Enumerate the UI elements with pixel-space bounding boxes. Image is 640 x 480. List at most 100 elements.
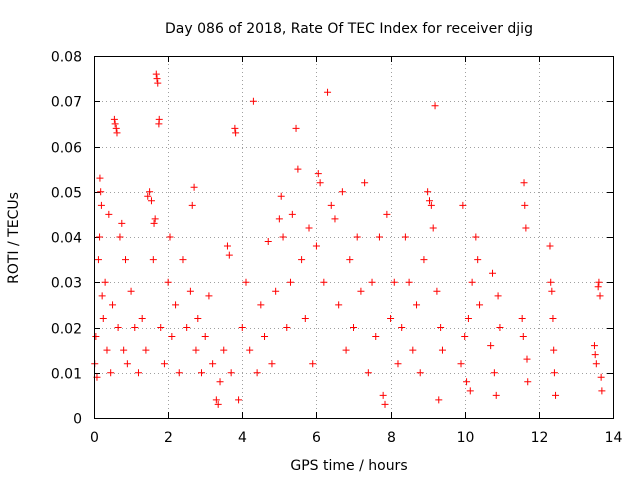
data-point (433, 287, 441, 295)
data-point (279, 233, 287, 241)
x-tick-labels: 0 2 4 6 8 10 12 14 (90, 430, 622, 446)
x-tick-label: 0 (90, 430, 99, 446)
data-point (134, 369, 142, 377)
data-point (547, 278, 555, 286)
data-point (246, 346, 254, 354)
data-point (390, 278, 398, 286)
data-point (324, 88, 332, 96)
data-point (379, 391, 387, 399)
data-point (350, 324, 357, 331)
x-tick-label: 6 (312, 430, 321, 446)
data-point (257, 301, 265, 309)
data-point (368, 278, 376, 286)
data-points (91, 70, 606, 408)
data-point (550, 346, 558, 354)
data-point (101, 278, 109, 286)
data-point (99, 314, 107, 322)
chart-title: Day 086 of 2018, Rate Of TEC Index for r… (165, 21, 533, 37)
data-point (490, 369, 498, 377)
data-point (97, 201, 105, 209)
data-point (198, 369, 206, 377)
data-point (595, 278, 603, 286)
x-tick-label: 2 (164, 430, 173, 446)
data-point (457, 360, 465, 368)
data-point (183, 324, 191, 331)
y-tick-label: 0.07 (51, 95, 82, 111)
data-point (394, 360, 402, 368)
data-point (550, 369, 558, 377)
data-point (283, 324, 291, 331)
data-point (155, 115, 163, 123)
data-point (398, 324, 406, 331)
data-point (151, 215, 159, 223)
y-tick-label: 0.01 (51, 367, 82, 383)
data-point (192, 346, 200, 354)
data-point (264, 238, 272, 246)
data-point (591, 351, 599, 359)
data-point (594, 283, 602, 291)
data-point (288, 210, 296, 218)
data-point (153, 75, 161, 83)
data-point (320, 278, 328, 286)
data-point (118, 219, 126, 227)
data-point (138, 314, 146, 322)
data-point (298, 256, 306, 264)
data-point (168, 333, 176, 341)
data-point (338, 188, 346, 196)
data-point (122, 256, 130, 264)
x-tick-label: 8 (387, 430, 396, 446)
data-point (409, 346, 417, 354)
data-point (590, 342, 598, 350)
data-point (552, 391, 560, 399)
data-point (216, 378, 224, 386)
data-point (548, 287, 556, 295)
data-point (157, 324, 165, 331)
data-point (105, 210, 113, 218)
data-point (96, 174, 104, 182)
data-point (592, 360, 600, 368)
data-point (524, 378, 532, 386)
y-tick-label: 0.06 (51, 141, 82, 157)
data-point (275, 215, 283, 223)
data-point (127, 287, 135, 295)
data-point (372, 333, 380, 341)
data-point (172, 301, 180, 309)
data-point (461, 333, 469, 341)
data-point (131, 324, 139, 331)
x-tick-label: 10 (457, 430, 475, 446)
data-point (346, 256, 354, 264)
data-point (286, 278, 294, 286)
data-point (194, 314, 202, 322)
data-point (521, 201, 529, 209)
data-point (383, 210, 391, 218)
data-point (463, 378, 471, 386)
data-point (496, 324, 504, 331)
data-point (431, 102, 439, 110)
data-point (152, 70, 160, 78)
data-point (150, 219, 158, 227)
data-point (147, 197, 155, 205)
data-point (364, 369, 372, 377)
data-point (231, 124, 239, 132)
data-point (214, 400, 222, 408)
data-point (268, 360, 276, 368)
data-point (472, 233, 480, 241)
data-point (413, 301, 421, 309)
data-point (144, 192, 152, 200)
grid-lines (94, 56, 613, 418)
data-point (492, 391, 500, 399)
data-point (546, 242, 554, 250)
data-point (474, 256, 482, 264)
data-point (186, 287, 194, 295)
y-tick-label: 0.08 (51, 50, 82, 66)
data-point (312, 242, 320, 250)
data-point (464, 314, 472, 322)
data-point (166, 233, 174, 241)
data-point (468, 278, 476, 286)
data-point (597, 373, 605, 381)
data-point (97, 188, 105, 196)
data-point (294, 165, 302, 173)
data-point (223, 242, 231, 250)
data-point (438, 346, 446, 354)
data-point (420, 256, 428, 264)
